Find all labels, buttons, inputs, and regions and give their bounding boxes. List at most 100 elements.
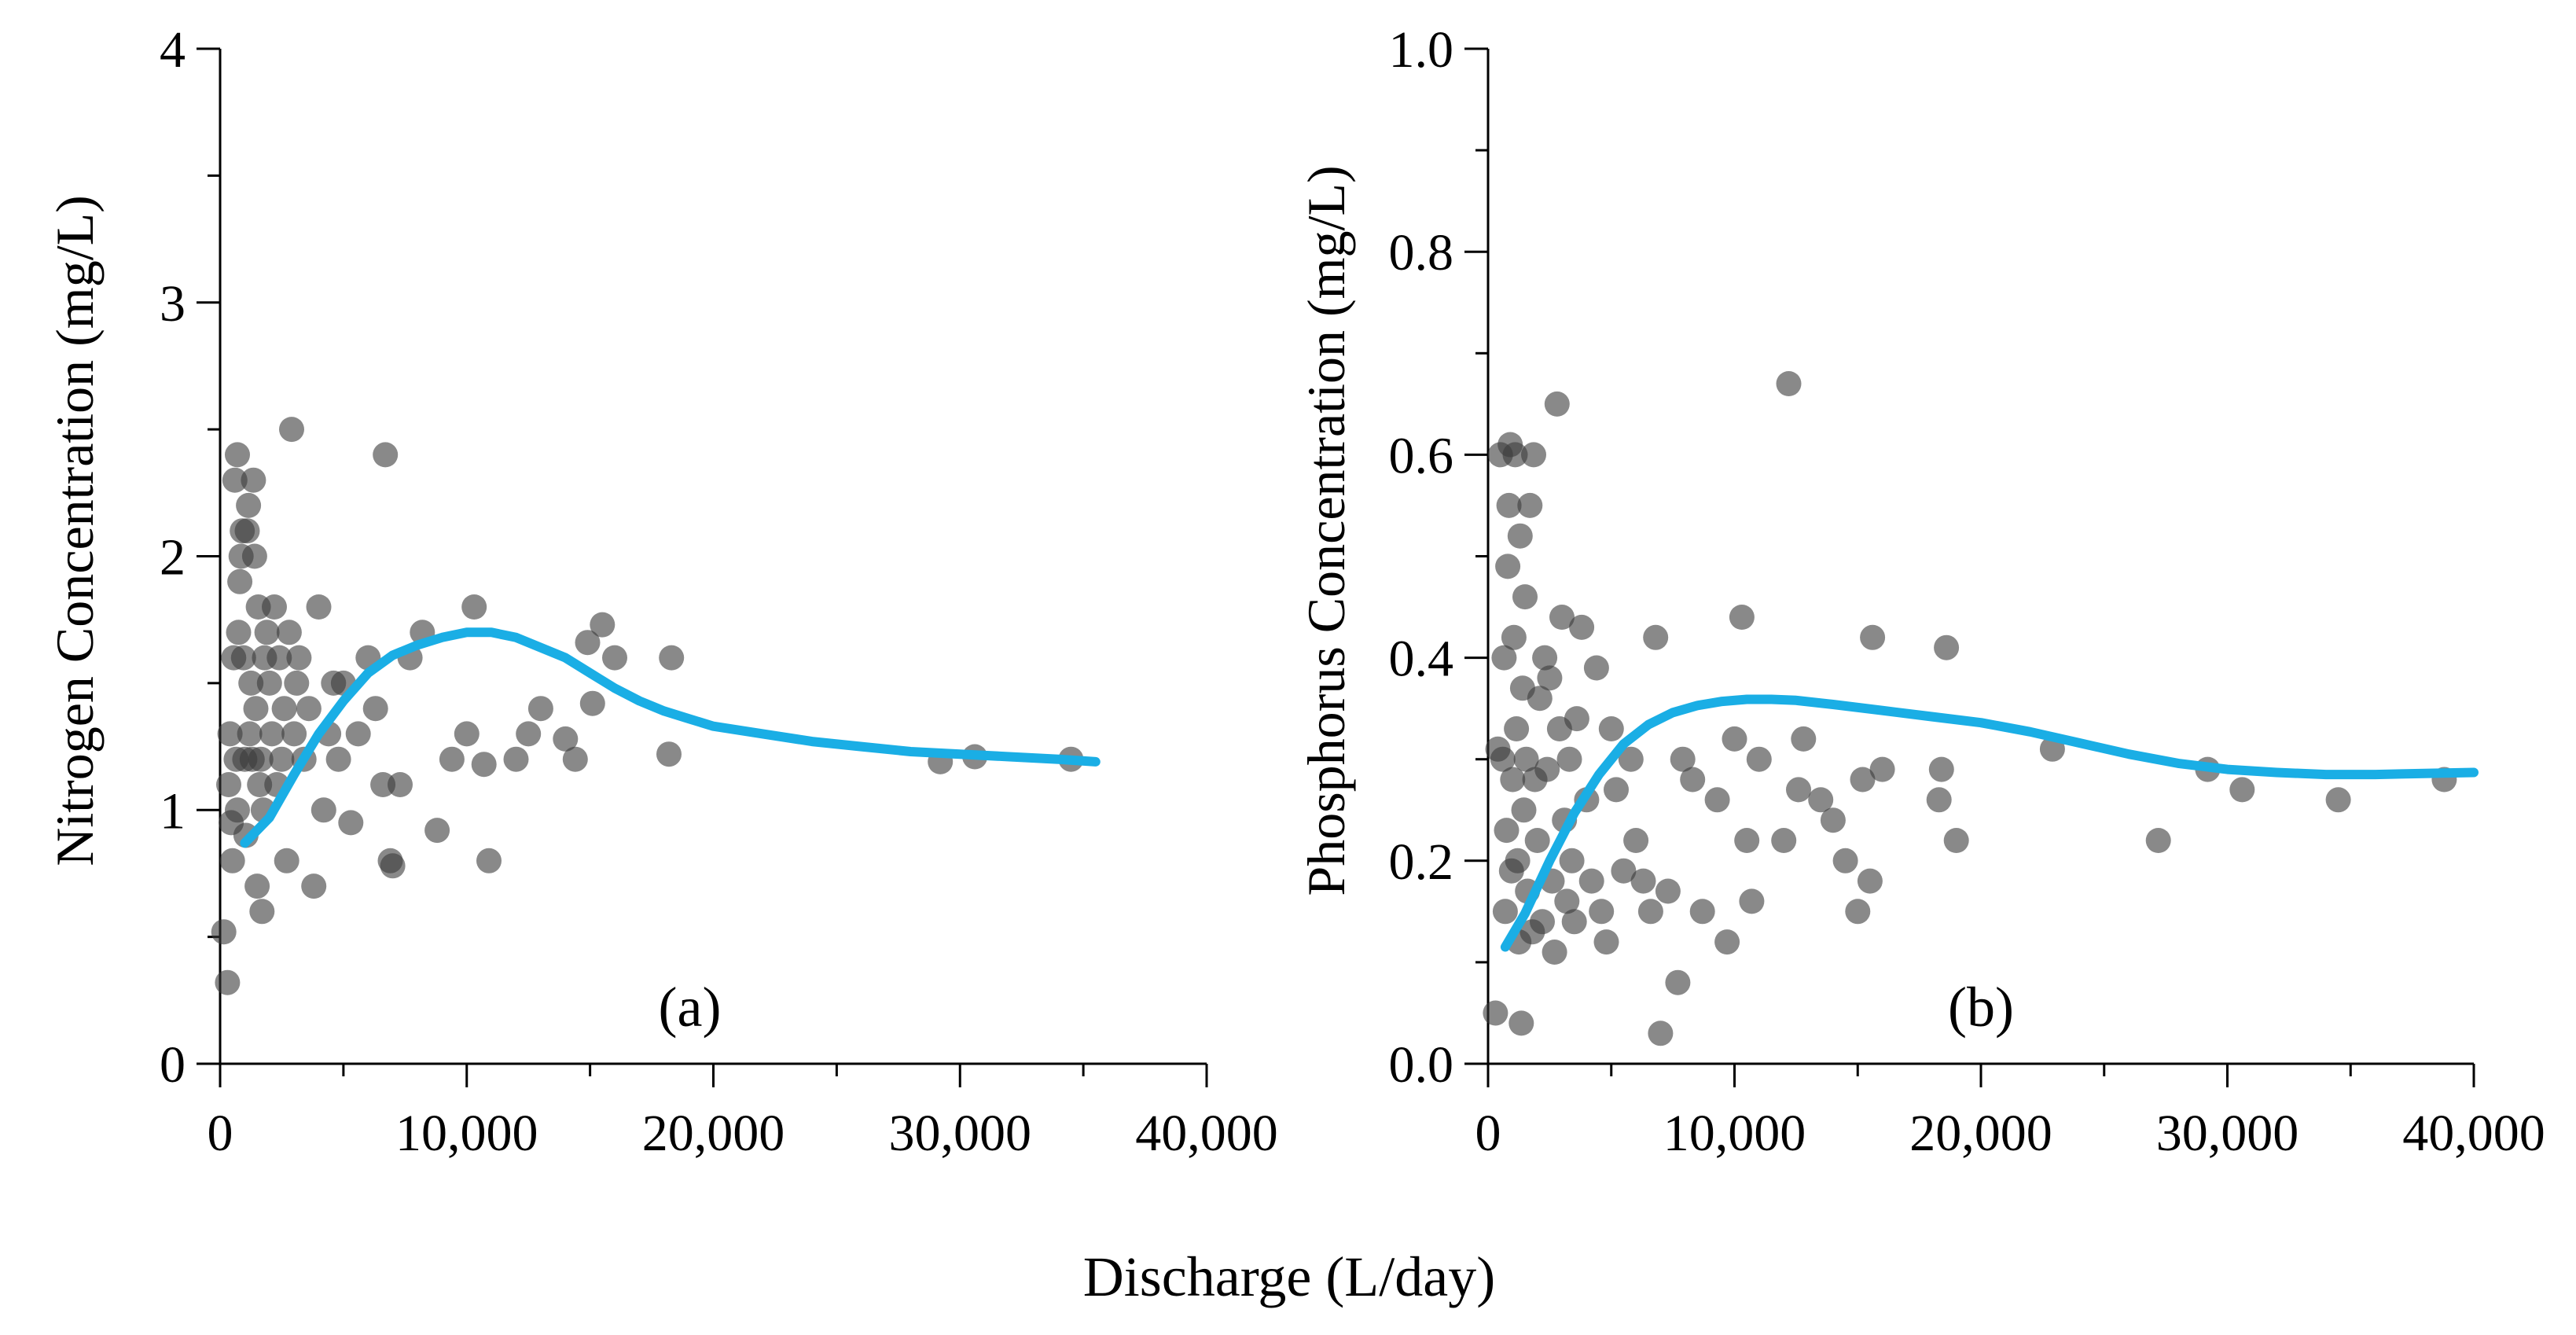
x-tick-label: 10,000	[395, 1105, 538, 1162]
shared-x-axis-title: Discharge (L/day)	[1083, 1245, 1495, 1308]
data-point	[301, 873, 327, 899]
data-point	[276, 620, 302, 645]
data-point	[1598, 716, 1624, 741]
data-point	[1786, 777, 1811, 803]
data-point	[274, 848, 299, 873]
data-point	[234, 518, 260, 544]
data-point	[2145, 828, 2171, 853]
data-point	[241, 467, 266, 493]
data-point	[1513, 746, 1539, 772]
x-tick-label: 0	[1475, 1105, 1501, 1162]
data-point	[238, 670, 264, 696]
y-tick-label: 0.4	[1389, 631, 1454, 688]
data-point	[1512, 584, 1538, 610]
data-point	[1746, 746, 1772, 772]
x-tick-label: 40,000	[1135, 1105, 1278, 1162]
data-point	[222, 467, 248, 493]
data-point	[1542, 940, 1567, 965]
data-point	[1549, 605, 1575, 630]
data-point	[1648, 1021, 1674, 1046]
data-point	[1569, 614, 1595, 640]
data-point	[1643, 624, 1669, 650]
data-point	[311, 797, 336, 823]
data-point	[1734, 828, 1760, 853]
data-point	[1496, 492, 1522, 518]
data-point	[1492, 899, 1518, 925]
data-point	[325, 746, 351, 772]
data-point	[262, 594, 287, 620]
data-point	[1530, 909, 1555, 935]
data-point	[659, 645, 685, 671]
data-point	[1511, 797, 1537, 823]
data-point	[1500, 767, 1526, 793]
data-point	[1583, 655, 1609, 681]
data-point	[1704, 787, 1730, 813]
data-point	[1494, 818, 1520, 844]
data-point	[1495, 553, 1521, 579]
data-point	[471, 752, 497, 778]
data-point	[1771, 828, 1797, 853]
data-point	[1527, 686, 1553, 712]
trend-line	[1500, 694, 2479, 952]
data-point	[237, 721, 263, 747]
data-point	[284, 670, 310, 696]
data-point	[1593, 929, 1619, 955]
data-point	[388, 772, 413, 797]
data-point	[1561, 909, 1587, 935]
y-tick-label: 1.0	[1389, 21, 1454, 79]
data-point	[1505, 848, 1531, 873]
data-point	[476, 848, 502, 873]
data-point	[1637, 899, 1663, 925]
data-point	[1517, 492, 1543, 518]
x-tick-label: 20,000	[1909, 1105, 2052, 1162]
x-tick-label: 30,000	[889, 1105, 1032, 1162]
data-point	[362, 696, 388, 722]
panel-label: (b)	[1948, 976, 2014, 1039]
data-point	[1934, 634, 1960, 660]
data-point	[286, 645, 312, 671]
x-tick-label: 0	[208, 1105, 233, 1162]
data-point	[230, 645, 256, 671]
data-point	[1714, 929, 1740, 955]
data-point	[1490, 746, 1516, 772]
data-point	[254, 620, 280, 645]
panel-a-nitrogen: Nitrogen Concentration (mg/L) 0 1 2 3 4 0 10,0…	[45, 21, 1278, 1162]
data-point	[249, 899, 275, 925]
data-point	[590, 612, 616, 638]
data-point	[1655, 878, 1681, 904]
data-point	[1928, 756, 1954, 782]
data-point	[1857, 868, 1883, 894]
data-point	[461, 594, 487, 620]
data-point	[656, 741, 682, 767]
data-point	[1501, 624, 1527, 650]
data-point	[215, 969, 241, 995]
data-point	[373, 442, 399, 468]
data-point	[1554, 888, 1580, 914]
data-point	[345, 721, 371, 747]
data-point	[516, 721, 542, 747]
data-point	[241, 543, 267, 569]
data-point	[281, 721, 307, 747]
data-point	[370, 772, 396, 797]
data-point	[575, 630, 601, 656]
data-point	[1623, 828, 1649, 853]
data-point	[211, 919, 237, 945]
data-point	[248, 746, 274, 772]
data-point	[1559, 848, 1585, 873]
data-point	[243, 696, 269, 722]
y-tick-label: 0.6	[1389, 427, 1454, 484]
data-point	[1630, 868, 1656, 894]
data-point	[1776, 371, 1802, 396]
data-point	[217, 721, 243, 747]
y-tick-label: 2	[160, 529, 186, 587]
data-point	[503, 746, 529, 772]
y-tick-label: 0.2	[1389, 833, 1454, 891]
data-point	[1618, 746, 1644, 772]
data-point	[1722, 726, 1747, 752]
data-point	[1544, 391, 1570, 417]
data-point	[1491, 645, 1517, 671]
data-point	[562, 746, 588, 772]
data-point	[338, 810, 364, 836]
data-point	[225, 797, 250, 823]
